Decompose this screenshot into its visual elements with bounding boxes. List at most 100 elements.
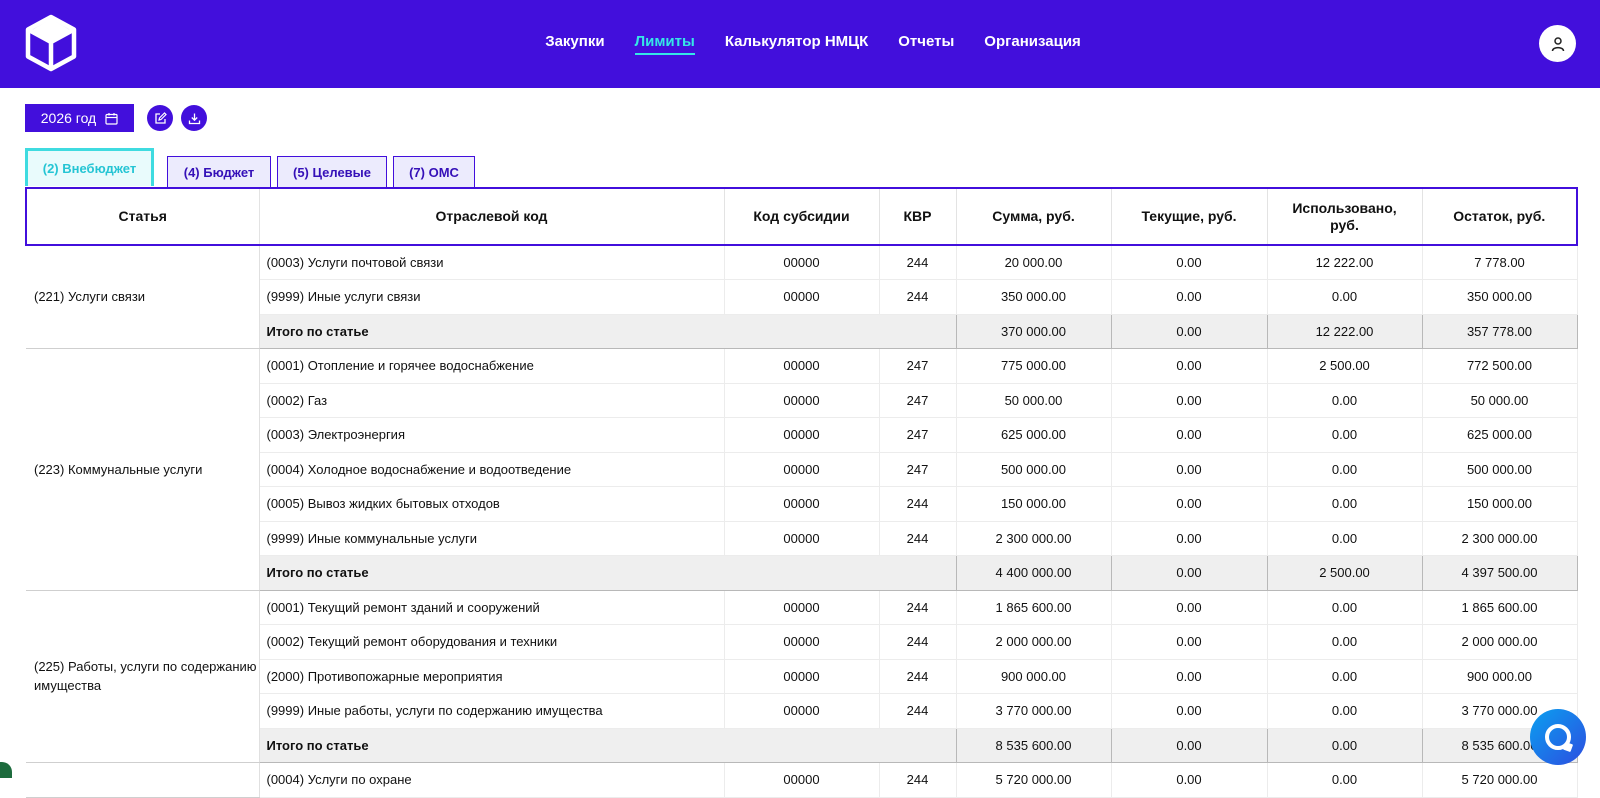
column-header-sum[interactable]: Сумма, руб. xyxy=(956,187,1112,246)
industry-code-cell: (2000) Противопожарные мероприятия xyxy=(259,659,725,694)
edit-button[interactable] xyxy=(147,105,173,131)
download-button[interactable] xyxy=(181,105,207,131)
chat-button[interactable] xyxy=(1530,709,1586,765)
tab-2[interactable]: (5) Целевые xyxy=(277,156,387,187)
subsidy-code-cell: 00000 xyxy=(724,659,880,694)
subsidy-code-cell: 00000 xyxy=(724,452,880,487)
nav-item-4[interactable]: Организация xyxy=(984,33,1081,50)
total-sum-cell: 4 400 000.00 xyxy=(955,555,1112,591)
sum-cell: 5 720 000.00 xyxy=(956,762,1112,798)
industry-code-cell: (0004) Холодное водоснабжение и водоотве… xyxy=(259,452,725,487)
current-cell: 0.00 xyxy=(1111,279,1268,315)
subsidy-code-cell: 00000 xyxy=(724,762,880,798)
edit-icon xyxy=(154,111,167,124)
used-cell: 0.00 xyxy=(1267,590,1423,625)
article-cell: (223) Коммунальные услуги xyxy=(26,348,260,591)
column-header-industry-code[interactable]: Отраслевой код xyxy=(259,187,725,246)
year-select-button[interactable]: 2026 год xyxy=(25,104,134,132)
total-label-cell: Итого по статье xyxy=(258,727,957,763)
sum-cell: 20 000.00 xyxy=(956,245,1112,280)
column-header-current[interactable]: Текущие, руб. xyxy=(1111,187,1268,246)
industry-code-cell: (0001) Отопление и горячее водоснабжение xyxy=(259,348,725,384)
used-cell: 0.00 xyxy=(1267,624,1423,660)
sum-cell: 150 000.00 xyxy=(956,486,1112,522)
remainder-cell: 5 720 000.00 xyxy=(1422,762,1578,798)
table-row[interactable]: (9999) Иные услуги связи 00000 244 350 000.… xyxy=(26,279,1578,315)
table-row[interactable]: (221) Услуги связи (0003) Услуги почтовой… xyxy=(26,245,1578,349)
industry-code-cell: (0003) Электроэнергия xyxy=(259,417,725,453)
table-row[interactable]: (9999) Иные работы, услуги по содержанию… xyxy=(26,693,1578,729)
used-cell: 0.00 xyxy=(1267,486,1423,522)
main-nav: Закупки Лимиты Калькулятор НМЦК Отчеты Орган… xyxy=(0,0,1600,88)
article-cell: (221) Услуги связи xyxy=(26,245,260,349)
industry-code-cell: (0005) Вывоз жидких бытовых отходов xyxy=(259,486,725,522)
table-row[interactable]: (0002) Текущий ремонт оборудования и тех… xyxy=(26,624,1578,660)
used-cell: 0.00 xyxy=(1267,521,1423,556)
used-cell: 0.00 xyxy=(1267,383,1423,418)
total-remainder-cell: 4 397 500.00 xyxy=(1421,555,1578,591)
table-row[interactable]: (0003) Электроэнергия 00000 247 625 000.00 0… xyxy=(26,417,1578,453)
nav-item-1[interactable]: Лимиты xyxy=(634,33,695,55)
kvr-cell: 244 xyxy=(879,693,957,729)
total-sum-cell: 8 535 600.00 xyxy=(955,727,1112,763)
table-row[interactable]: (0004) Холодное водоснабжение и водоотве… xyxy=(26,452,1578,487)
article-cell xyxy=(26,762,260,798)
total-label-cell: Итого по статье xyxy=(258,313,957,349)
nav-item-3[interactable]: Отчеты xyxy=(898,33,955,50)
remainder-cell: 625 000.00 xyxy=(1422,417,1578,453)
user-icon xyxy=(1551,36,1564,51)
sum-cell: 3 770 000.00 xyxy=(956,693,1112,729)
total-sum-cell: 370 000.00 xyxy=(955,313,1112,349)
column-header-subsidy-code[interactable]: Код субсидии xyxy=(724,187,880,246)
table-row[interactable]: (0004) Услуги по охране 00000 244 5 720 000… xyxy=(26,762,1578,798)
column-header-used[interactable]: Использовано, руб. xyxy=(1267,187,1423,246)
table-row[interactable]: (0005) Вывоз жидких бытовых отходов 00000… xyxy=(26,486,1578,522)
industry-code-cell: (9999) Иные услуги связи xyxy=(259,279,725,315)
current-cell: 0.00 xyxy=(1111,693,1268,729)
remainder-cell: 500 000.00 xyxy=(1422,452,1578,487)
sum-cell: 625 000.00 xyxy=(956,417,1112,453)
kvr-cell: 247 xyxy=(879,417,957,453)
corner-decoration xyxy=(0,762,12,778)
current-cell: 0.00 xyxy=(1111,590,1268,625)
kvr-cell: 244 xyxy=(879,245,957,280)
sum-cell: 350 000.00 xyxy=(956,279,1112,315)
subsidy-code-cell: 00000 xyxy=(724,590,880,625)
user-profile-button[interactable] xyxy=(1539,25,1576,62)
table-row[interactable]: (225) Работы, услуги по содержанию имуще… xyxy=(26,590,1578,763)
sum-cell: 775 000.00 xyxy=(956,348,1112,384)
tab-0[interactable]: (2) Внебюджет xyxy=(25,148,154,186)
subsidy-code-cell: 00000 xyxy=(724,521,880,556)
limits-table: Статья Отраслевой код Код субсидии КВР С… xyxy=(25,187,1578,798)
nav-item-0[interactable]: Закупки xyxy=(545,33,605,50)
used-header-line2: руб. xyxy=(1330,216,1359,233)
subsidy-code-cell: 00000 xyxy=(724,383,880,418)
column-header-article[interactable]: Статья xyxy=(25,187,260,246)
current-cell: 0.00 xyxy=(1111,486,1268,522)
table-row[interactable]: (2000) Противопожарные мероприятия 00000 2… xyxy=(26,659,1578,694)
column-header-remainder[interactable]: Остаток, руб. xyxy=(1422,187,1578,246)
subsidy-code-cell: 00000 xyxy=(724,693,880,729)
remainder-cell: 350 000.00 xyxy=(1422,279,1578,315)
tab-3[interactable]: (7) ОМС xyxy=(393,156,475,187)
table-header-row: Статья Отраслевой код Код субсидии КВР С… xyxy=(25,187,1578,246)
column-header-kvr[interactable]: КВР xyxy=(879,187,957,246)
article-total-row: Итого по статье 8 535 600.00 0.00 0.00 8 535… xyxy=(26,727,1578,763)
subsidy-code-cell: 00000 xyxy=(724,417,880,453)
remainder-cell: 900 000.00 xyxy=(1422,659,1578,694)
used-cell: 0.00 xyxy=(1267,762,1423,798)
current-cell: 0.00 xyxy=(1111,348,1268,384)
nav-item-2[interactable]: Калькулятор НМЦК xyxy=(724,33,869,50)
sum-cell: 2 300 000.00 xyxy=(956,521,1112,556)
remainder-cell: 150 000.00 xyxy=(1422,486,1578,522)
table-row[interactable]: (9999) Иные коммунальные услуги 00000 244 2… xyxy=(26,521,1578,556)
table-row[interactable]: (0002) Газ 00000 247 50 000.00 0.00 0.00 50 00… xyxy=(26,383,1578,418)
total-used-cell: 12 222.00 xyxy=(1266,313,1423,349)
tab-1[interactable]: (4) Бюджет xyxy=(167,156,271,187)
limits-table-container: Статья Отраслевой код Код субсидии КВР С… xyxy=(25,187,1578,798)
current-cell: 0.00 xyxy=(1111,521,1268,556)
table-row[interactable]: (223) Коммунальные услуги (0001) Отоплени… xyxy=(26,348,1578,591)
cube-logo-icon[interactable] xyxy=(24,14,78,72)
kvr-cell: 247 xyxy=(879,348,957,384)
top-navigation-bar: Закупки Лимиты Калькулятор НМЦК Отчеты Орган… xyxy=(0,0,1600,88)
